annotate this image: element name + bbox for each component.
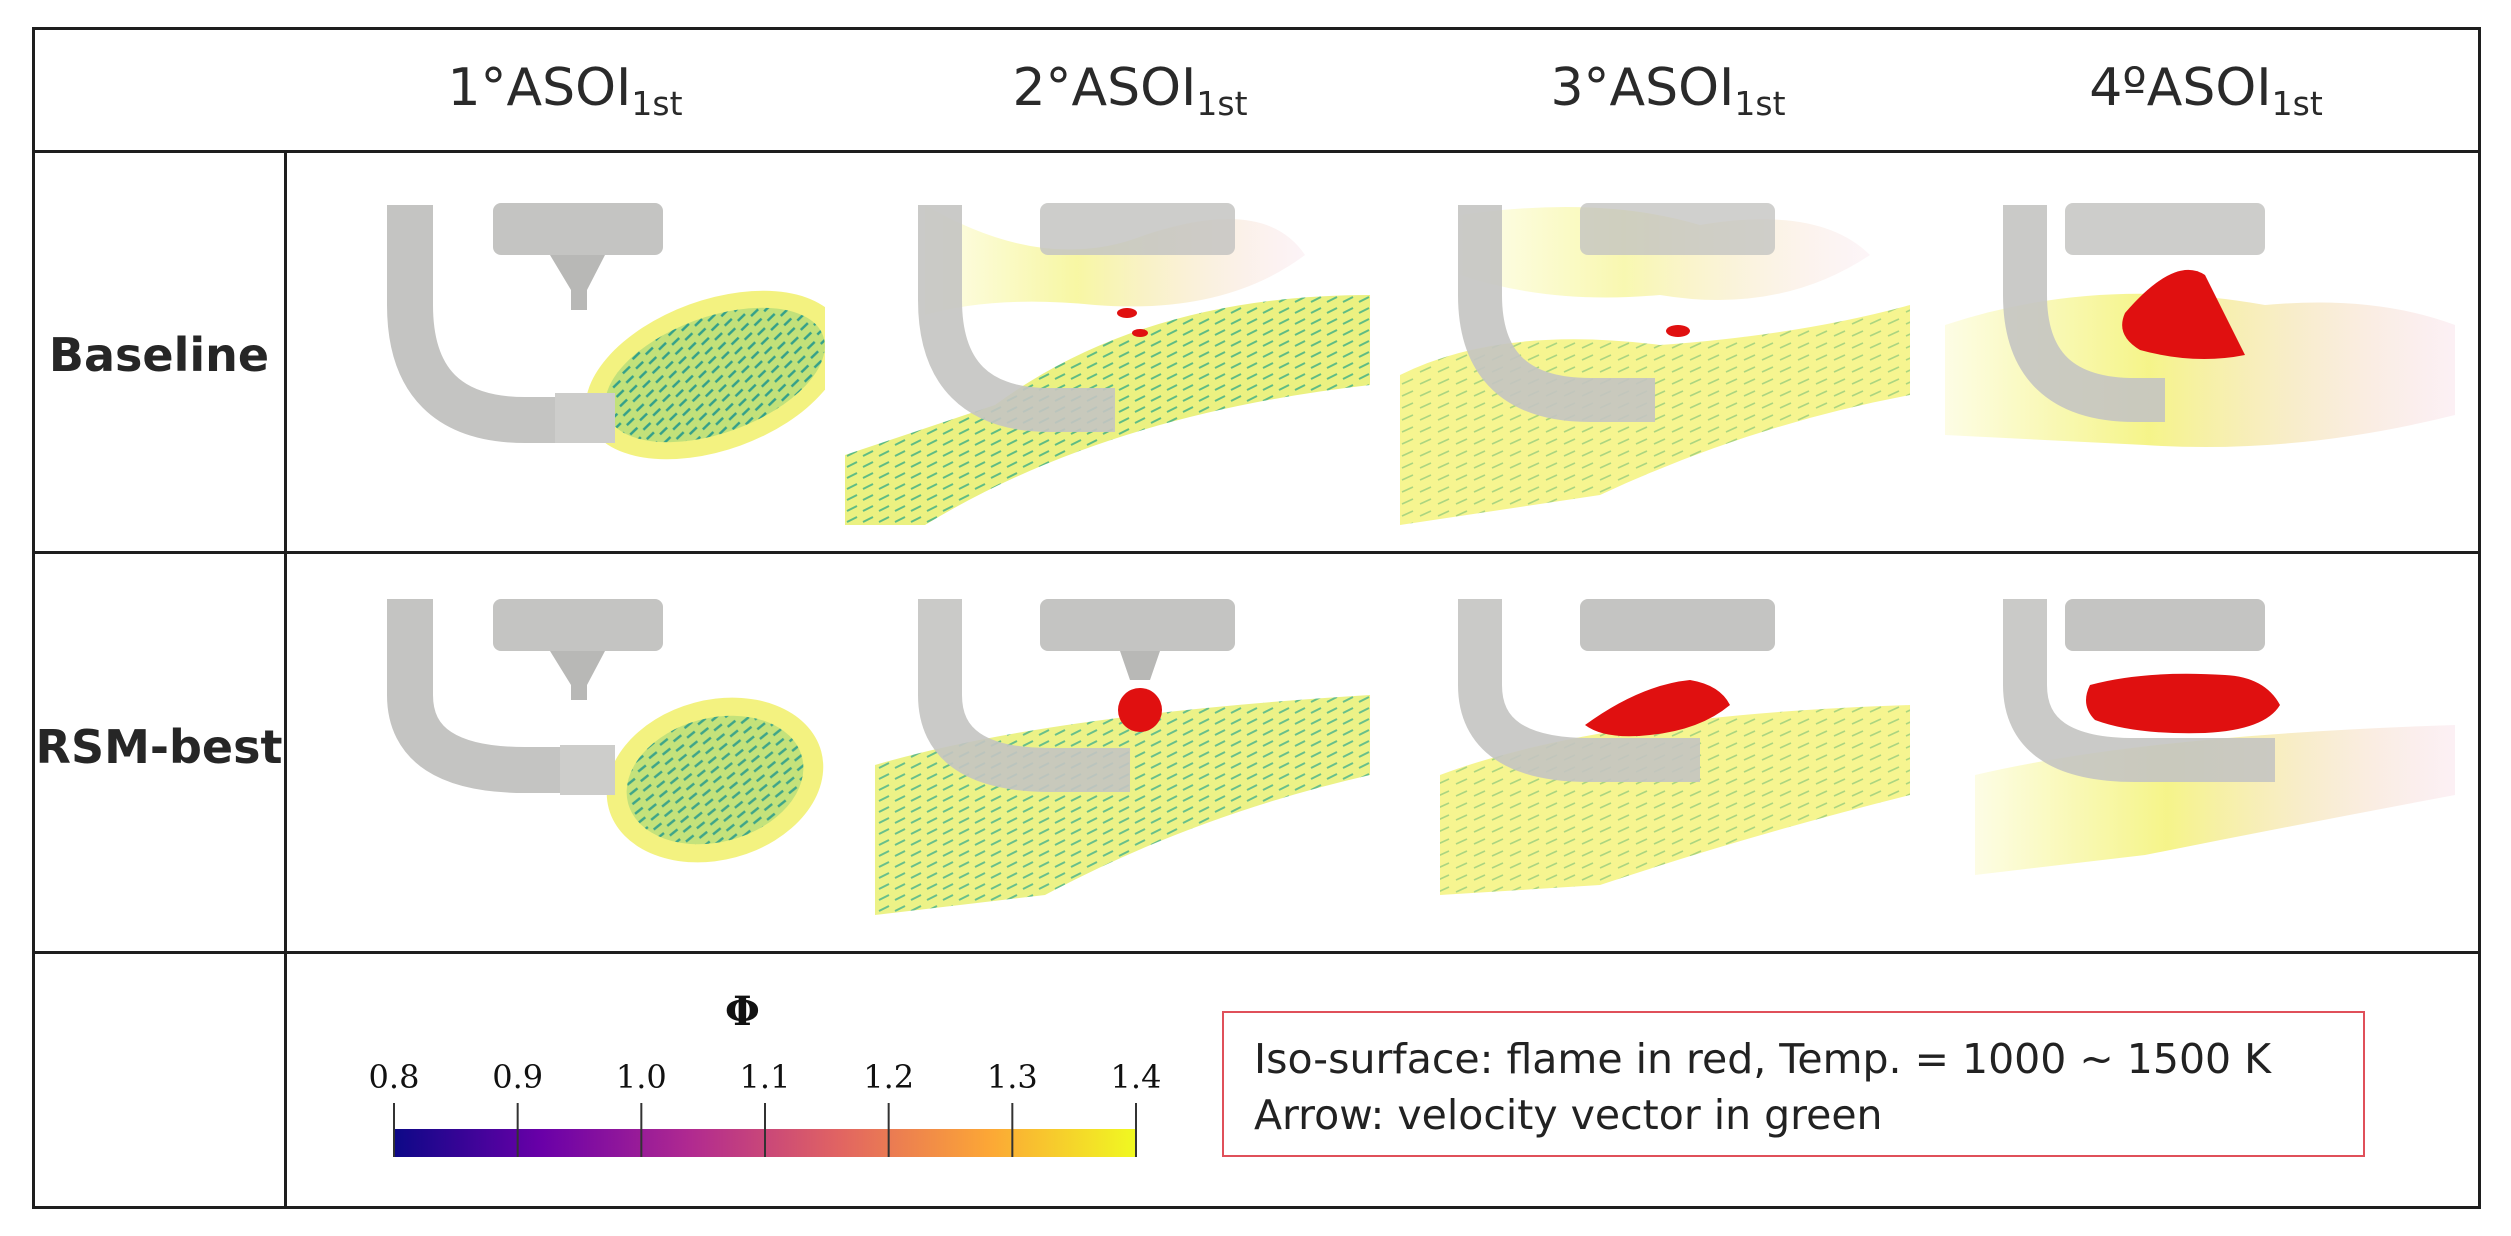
- injector-nozzle: [1580, 599, 1775, 651]
- colorbar-tick-label: 1.1: [739, 1058, 791, 1096]
- port-outlet: [555, 393, 615, 443]
- legend-note-box: Iso-surface: flame in red, Temp. = 1000 …: [1222, 1011, 2365, 1157]
- colorbar-tick-label: 0.9: [492, 1058, 544, 1096]
- injector-nozzle: [2065, 203, 2265, 255]
- column-header-4: 4ºASOI1st: [2089, 58, 2323, 123]
- intake-bend: [918, 205, 1115, 432]
- flame-kernel: [1666, 325, 1690, 337]
- header-divider: [32, 150, 2481, 153]
- intake-bend: [387, 599, 595, 793]
- panel-baseline-4: [1945, 203, 2455, 447]
- column-header-1: 1°ASOI1st: [447, 58, 683, 123]
- injector-nozzle: [1580, 203, 1775, 255]
- row-label-baseline: Baseline: [48, 328, 270, 382]
- spray-vectors: [626, 715, 804, 845]
- spray-plume: [585, 290, 825, 460]
- colorbar-tick-label: 1.4: [1110, 1058, 1162, 1096]
- table-frame: [32, 27, 2481, 1209]
- column-header-2: 2°ASOI1st: [1012, 58, 1248, 123]
- panel-baseline-1: [387, 203, 825, 460]
- column-header-3: 3°ASOI1st: [1550, 58, 1786, 123]
- colorbar-tick-label: 0.8: [368, 1058, 420, 1096]
- intake-bend: [1458, 599, 1700, 782]
- intake-bend: [918, 599, 1130, 792]
- panel-baseline-3: [1400, 203, 1910, 525]
- injector-nozzle: [2065, 599, 2265, 651]
- panel-rsm-4: [1975, 599, 2455, 875]
- colorbar-tick-label: 1.0: [615, 1058, 667, 1096]
- colorbar-tick-label: 1.2: [863, 1058, 915, 1096]
- colorbar-ticks: [393, 1103, 1137, 1157]
- panel-rsm-1: [387, 599, 824, 863]
- intake-bend: [1458, 205, 1655, 422]
- panel-rsm-2: [875, 599, 1370, 915]
- colorbar-tick-label: 1.3: [986, 1058, 1038, 1096]
- legend-divider: [32, 951, 2481, 954]
- injector-nozzle: [1040, 203, 1235, 255]
- note-arrow-line: Arrow: velocity vector in green: [1254, 1091, 1883, 1139]
- intake-bend: [2003, 599, 2275, 782]
- row-label-rsm-best: RSM-best: [35, 720, 283, 774]
- flame-surface: [1585, 680, 1730, 737]
- colorbar: [393, 1103, 1137, 1157]
- label-column-divider: [284, 152, 287, 1209]
- panel-rsm-3: [1440, 599, 1910, 895]
- injector-nozzle: [493, 599, 663, 651]
- injector-nozzle: [493, 203, 663, 310]
- colorbar-title: Φ: [725, 988, 760, 1035]
- flame-kernel: [1118, 688, 1162, 732]
- note-flame-line: Iso-surface: flame in red, Temp. = 1000 …: [1254, 1035, 2272, 1083]
- intake-bend: [387, 205, 590, 443]
- intake-bend: [2003, 205, 2165, 422]
- panel-baseline-2: [845, 203, 1370, 525]
- port-outlet: [560, 745, 615, 795]
- injector-tip: [550, 651, 605, 700]
- flame-surface: [2086, 673, 2280, 734]
- injector-nozzle: [1040, 599, 1235, 651]
- flame-surface: [2122, 269, 2245, 359]
- flame-kernel: [1117, 308, 1137, 318]
- row-divider: [32, 551, 2481, 554]
- flame-kernel-small: [1132, 329, 1148, 337]
- injector-tip: [1120, 651, 1160, 680]
